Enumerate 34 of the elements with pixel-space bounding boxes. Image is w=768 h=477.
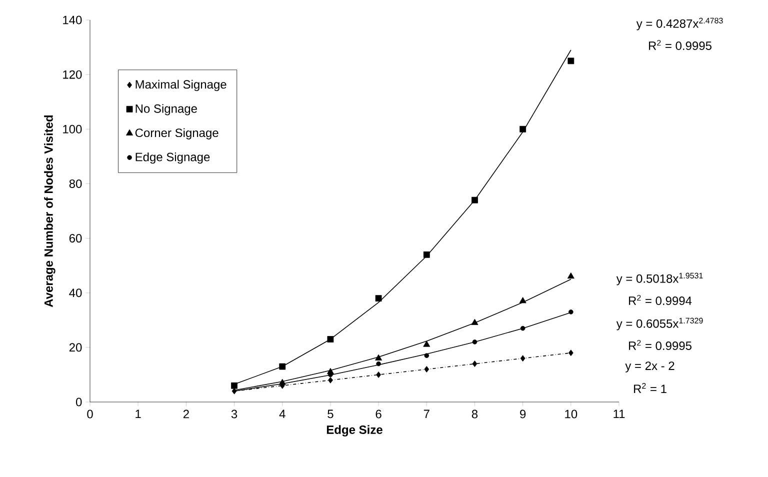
text: y = 2x - 2 [625,362,674,372]
x-tick-label: 5 [328,410,334,418]
y-tick-label: 80 [69,179,82,188]
annotation: y = 0.6055x$^{1.7329}$ [616,318,703,330]
y-tick-label: 0 [76,398,82,406]
x-tick-label: 3 [231,410,238,418]
x-tick-label: 6 [376,410,382,418]
y-tick-label: 100 [63,124,82,134]
y-tick-label: 140 [63,16,82,24]
y-tick-label: 60 [69,234,82,243]
x-tick-label: 10 [565,410,578,418]
text: R$^{2}$ = 0.9995 [649,40,712,50]
legend-label: Maximal Signage [136,80,226,92]
y-tick-label: 120 [63,70,82,79]
text: R$^{2}$ = 0.9995 [629,340,692,350]
y-axis-title: Average Number of Nodes Visited [44,115,56,308]
legend-label: Edge Signage [136,152,210,164]
annotation: y = 0.5018x$^{1.9531}$ [616,272,703,286]
legend-label: No Signage [136,104,197,116]
x-tick-label: 1 [136,410,141,418]
x-tick-label: 4 [279,410,286,418]
x-tick-label: 7 [424,410,430,418]
x-tick-label: 0 [87,410,93,418]
x-tick-label: 9 [520,410,526,418]
text: R$^{2}$ = 1 [634,383,666,393]
x-tick-label: 11 [614,410,625,418]
y-tick-label: 40 [69,288,82,298]
x-tick-label: 8 [472,410,478,418]
text: y = 0.4287x$^{2.4783}$ [636,18,723,30]
x-tick-label: 2 [183,410,189,418]
text: R$^{2}$ = 0.9994 [629,294,692,306]
legend-label: Corner Signage [135,128,218,140]
y-tick-label: 20 [69,343,82,352]
x-axis-title: Edge Size [326,425,382,436]
